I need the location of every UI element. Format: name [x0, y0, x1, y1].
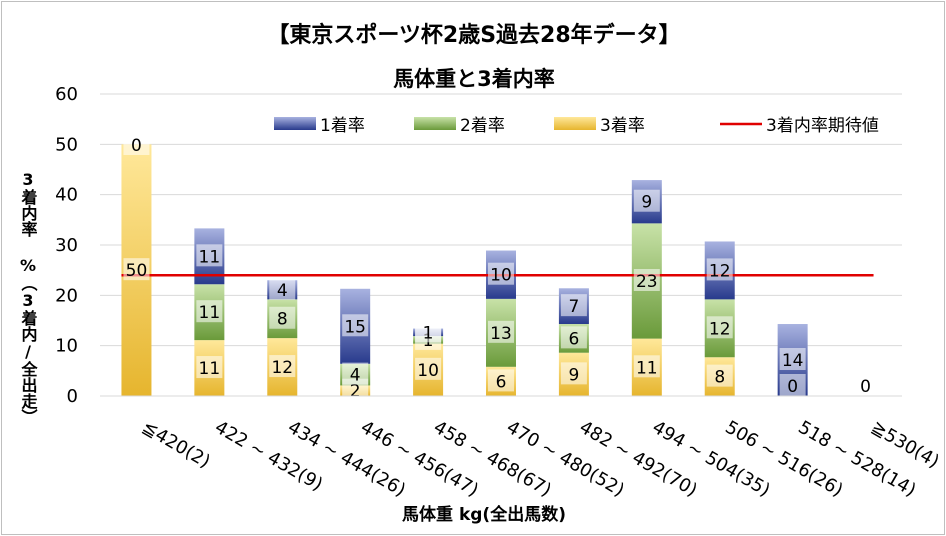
data-label-bg — [269, 306, 296, 329]
data-label-bg — [123, 133, 150, 155]
data-label-bg — [560, 362, 587, 385]
data-label-bg — [633, 268, 660, 291]
y-axis-label: 3着内率 %（3着内/全出走） — [19, 170, 39, 425]
data-label-bg — [779, 374, 806, 396]
data-label: 11 — [199, 303, 221, 323]
data-label-bg — [269, 277, 296, 300]
legend-swatch — [414, 117, 456, 130]
legend-label: 3着内率期待値 — [766, 116, 879, 136]
chart-subtitle: 馬体重と3着内率 — [393, 67, 555, 91]
data-label-bg — [488, 369, 514, 392]
data-label-bg — [123, 258, 150, 281]
data-label-bg — [706, 316, 733, 339]
legend-label: 1着率 — [320, 116, 365, 136]
data-label: 10 — [417, 361, 439, 381]
data-label: 1 — [423, 323, 434, 343]
data-label-bg — [560, 294, 587, 317]
y-tick-label: 0 — [67, 386, 78, 407]
data-label: 4 — [277, 281, 288, 301]
data-label: 13 — [490, 324, 512, 344]
data-label-bg — [706, 364, 733, 387]
data-label: 11 — [636, 358, 658, 378]
data-label-bg — [196, 300, 223, 323]
y-tick-label: 50 — [55, 134, 78, 155]
data-label: 0 — [131, 136, 142, 156]
data-label-bg — [196, 356, 223, 379]
legend-swatch — [554, 117, 596, 130]
data-label-bg — [269, 355, 296, 378]
data-label: 4 — [350, 366, 361, 386]
data-label: 11 — [199, 247, 221, 267]
y-tick-label: 40 — [55, 185, 78, 206]
y-tick-label: 30 — [55, 235, 78, 256]
data-label: 14 — [782, 351, 804, 371]
data-label-bg — [560, 326, 587, 349]
data-label-bg — [633, 189, 660, 212]
data-label: 6 — [496, 372, 507, 392]
data-label-bg — [415, 320, 442, 343]
data-label: 15 — [344, 317, 366, 337]
data-label: 6 — [568, 329, 579, 349]
data-label-bg — [342, 314, 369, 337]
data-label: 0 — [787, 377, 798, 397]
legend-label: 3着率 — [600, 116, 645, 136]
y-tick-label: 10 — [55, 336, 78, 357]
data-label: 12 — [709, 261, 731, 281]
data-label: 12 — [271, 358, 293, 378]
x-tick-label: ≦420(2) — [138, 417, 213, 473]
y-tick-label: 60 — [55, 84, 78, 105]
data-label: 50 — [126, 261, 148, 281]
y-tick-label: 20 — [55, 285, 78, 306]
data-label-bg — [852, 374, 879, 396]
data-label-bg — [488, 320, 514, 343]
data-label: 9 — [641, 193, 652, 213]
legend-swatch — [274, 117, 316, 130]
legend-label: 2着率 — [460, 116, 505, 136]
x-axis-label: 馬体重 kg(全出馬数) — [402, 504, 566, 525]
data-label-bg — [633, 355, 660, 378]
data-label-bg — [779, 348, 806, 371]
data-label-bg — [415, 357, 442, 380]
data-label-bg — [342, 362, 369, 385]
data-label-bg — [488, 262, 514, 285]
data-label: 9 — [568, 365, 579, 385]
data-label: 10 — [490, 266, 512, 286]
data-label-bg — [196, 244, 223, 267]
data-label: 2 — [350, 382, 361, 402]
data-label: 23 — [636, 272, 658, 292]
chart-title: 【東京スポーツ杯2歳S過去28年データ】 — [267, 22, 680, 48]
data-label: 0 — [860, 377, 871, 397]
data-label: 8 — [277, 310, 288, 330]
data-label: 7 — [568, 297, 579, 317]
data-label: 11 — [199, 359, 221, 379]
data-label: 8 — [714, 368, 725, 388]
data-label-bg — [706, 258, 733, 281]
data-label: 12 — [709, 319, 731, 339]
